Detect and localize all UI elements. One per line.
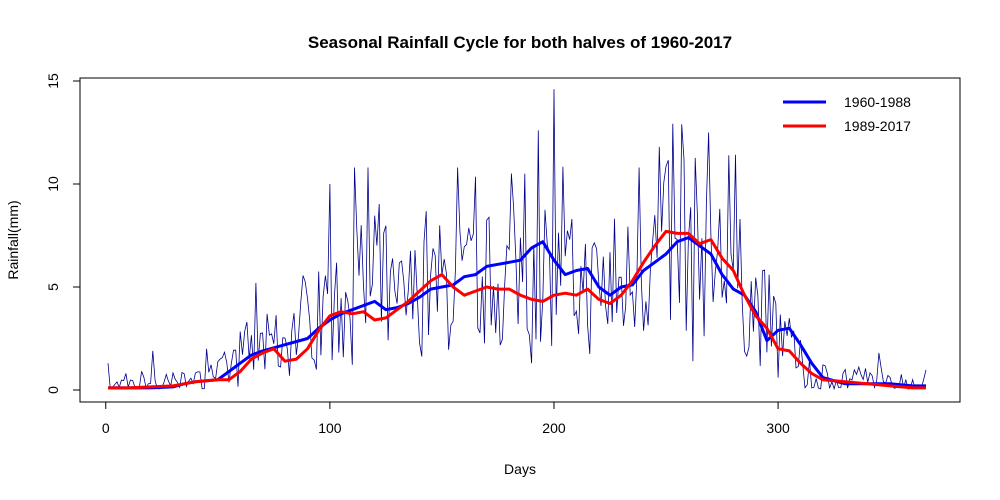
- x-tick-label: 100: [318, 420, 342, 436]
- y-tick-label: 5: [45, 283, 61, 291]
- y-tick-label: 10: [45, 176, 61, 192]
- chart-title: Seasonal Rainfall Cycle for both halves …: [308, 33, 732, 52]
- plot-frame: [79, 77, 961, 403]
- x-tick-label: 0: [102, 420, 110, 436]
- x-axis-label: Days: [504, 461, 536, 477]
- axes: 0 100 200 300 0 5 10 15: [45, 73, 961, 436]
- legend-label: 1989-2017: [844, 118, 911, 134]
- legend-label: 1960-1988: [844, 94, 911, 110]
- x-tick-label: 300: [766, 420, 790, 436]
- series-line-1989-2017: [108, 229, 926, 390]
- legend-item-1960-1988: 1960-1988: [783, 94, 911, 110]
- legend: 1960-1988 1989-2017: [783, 94, 911, 134]
- plot-area: [107, 89, 927, 391]
- y-tick-label: 0: [45, 386, 61, 394]
- x-tick-label: 200: [542, 420, 566, 436]
- legend-item-1989-2017: 1989-2017: [783, 118, 911, 134]
- y-axis-label: Rainfall(mm): [5, 200, 21, 279]
- y-tick-label: 15: [45, 73, 61, 89]
